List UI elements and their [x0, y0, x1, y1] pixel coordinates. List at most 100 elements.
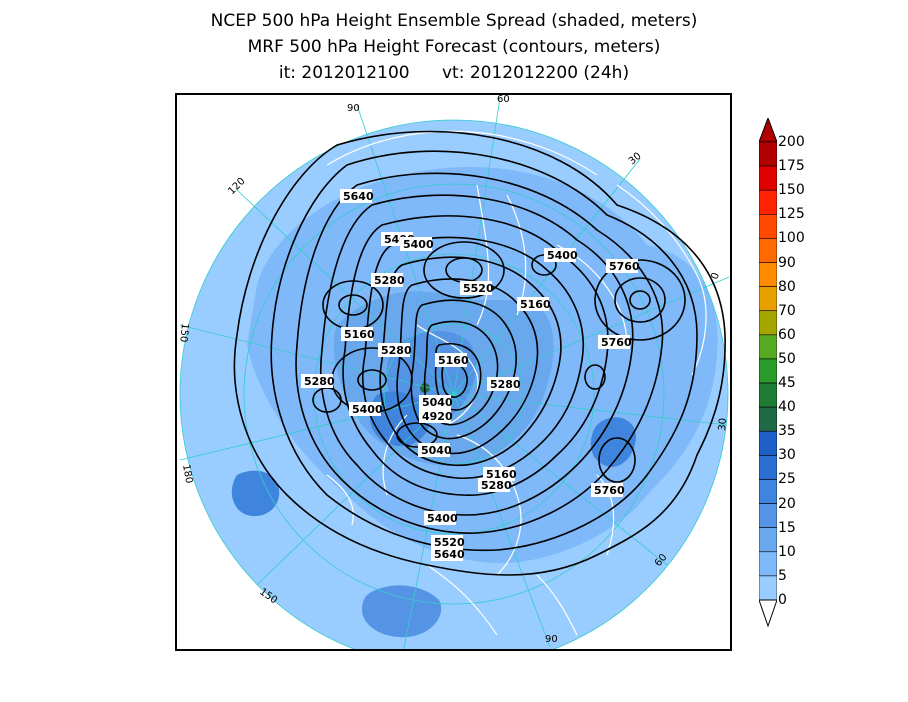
colorbar-swatch	[759, 286, 777, 312]
colorbar-tick-label: 200	[778, 134, 805, 150]
colorbar-swatch	[759, 503, 777, 528]
svg-text:5040: 5040	[421, 444, 452, 457]
colorbar-swatch	[759, 358, 777, 384]
colorbar-swatch	[759, 189, 777, 215]
lon-label: 30	[717, 418, 729, 432]
title-line-2: MRF 500 hPa Height Forecast (contours, m…	[247, 37, 661, 57]
lon-label: 120	[226, 176, 247, 197]
svg-text:5280: 5280	[481, 479, 512, 492]
contour-5100	[441, 361, 468, 398]
contour-5280	[410, 299, 517, 440]
title-line-3: it: 2012012100 vt: 2012012200 (24h)	[278, 63, 630, 83]
contour-label: 5280	[371, 273, 405, 287]
contour-label: 5280	[378, 343, 412, 357]
colorbar-swatch	[759, 238, 777, 263]
svg-text:5760: 5760	[601, 336, 632, 349]
low-east-mid	[614, 277, 666, 323]
lon-label: 60	[497, 95, 510, 105]
lon-label: 0	[709, 271, 722, 281]
colorbar-tick-label: 15	[778, 519, 796, 536]
svg-text:5160: 5160	[486, 468, 517, 481]
colorbar-tick-label: 80	[778, 278, 796, 295]
contour-labels: 5640 5400 5400 5280 5520 5400 5760 5160 …	[301, 189, 640, 561]
polar-map: 5640 5400 5400 5280 5520 5400 5760 5160 …	[177, 95, 730, 649]
svg-text:5400: 5400	[427, 512, 458, 525]
colorbar-tick-label: 125	[778, 206, 805, 223]
svg-text:5280: 5280	[374, 274, 405, 287]
contour-label: 5400	[424, 511, 458, 525]
height-contours	[233, 130, 726, 576]
lon-label: 180	[180, 464, 194, 485]
colorbar-tick-label: 90	[778, 254, 796, 271]
svg-text:5280: 5280	[381, 344, 412, 357]
colorbar-swatch	[759, 214, 777, 239]
svg-text:5400: 5400	[403, 238, 434, 251]
contour-label: 5760	[606, 259, 640, 273]
colorbar-tick-label: 40	[778, 399, 796, 416]
low-center	[396, 422, 438, 448]
contour-label: 5160	[517, 297, 551, 311]
colorbar-tick-label: 10	[778, 543, 796, 560]
low-southwest-inner	[357, 369, 387, 391]
contour-label: 5760	[591, 483, 625, 497]
contour-label: 4920	[419, 409, 453, 423]
colorbar-swatch	[759, 165, 777, 191]
colorbar-swatch	[759, 575, 777, 601]
svg-text:5280: 5280	[304, 375, 335, 388]
low-small-east	[584, 364, 606, 390]
colorbar-tick-label: 100	[778, 230, 805, 247]
contour-label: 5400	[400, 237, 434, 251]
title-line-1: NCEP 500 hPa Height Ensemble Spread (sha…	[210, 11, 698, 31]
contour-label: 5160	[435, 353, 469, 367]
colorbar-tick-label: 70	[778, 302, 796, 319]
low-east	[594, 259, 686, 341]
svg-text:5520: 5520	[434, 536, 465, 549]
svg-text:5160: 5160	[344, 328, 375, 341]
svg-text:5160: 5160	[438, 354, 469, 367]
contour-label: 5760	[598, 335, 632, 349]
contour-label: 5400	[544, 248, 578, 262]
svg-text:5640: 5640	[434, 548, 465, 561]
contour-label: 5160	[483, 467, 517, 481]
colorbar-tick-label: 60	[778, 326, 796, 343]
contour-5220	[423, 320, 499, 426]
low-se	[598, 437, 636, 483]
svg-text:5400: 5400	[352, 403, 383, 416]
contour-label: 5640	[340, 189, 374, 203]
svg-text:4920: 4920	[422, 410, 453, 423]
lon-label: 90	[545, 634, 558, 645]
spread-area-25-b	[590, 417, 636, 467]
colorbar-swatch	[759, 479, 777, 504]
contour-5700	[270, 150, 698, 552]
colorbar-tick-label: 175	[778, 158, 805, 175]
svg-text:5280: 5280	[490, 378, 521, 391]
spread-area-25-c	[231, 470, 280, 517]
lon-label: 150	[177, 323, 190, 343]
colorbar-tick-label: 0	[778, 592, 787, 608]
colorbar-tick-label: 5	[778, 567, 787, 584]
contour-label: 5280	[478, 478, 512, 492]
contour-label: 5160	[341, 327, 375, 341]
lon-label: 30	[627, 151, 644, 168]
colorbar-swatch	[759, 455, 777, 480]
contour-label: 5280	[487, 377, 521, 391]
colorbar-tick-label: 150	[778, 182, 805, 199]
low-east-inner	[629, 290, 651, 310]
contour-label: 5280	[301, 374, 335, 388]
svg-text:5760: 5760	[594, 484, 625, 497]
svg-text:5040: 5040	[422, 396, 453, 409]
colorbar-swatch	[759, 527, 777, 553]
colorbar-swatch	[759, 262, 777, 287]
contour-label: 5040	[418, 443, 452, 457]
svg-text:5520: 5520	[463, 282, 494, 295]
map-frame: 5640 5400 5400 5280 5520 5400 5760 5160 …	[175, 93, 732, 651]
svg-text:5400: 5400	[547, 249, 578, 262]
colorbar-tick-label: 50	[778, 350, 796, 367]
contour-5640	[295, 172, 664, 534]
colorbar-swatch	[759, 334, 777, 360]
contour-5400	[379, 256, 562, 467]
contour-5760-outer	[233, 130, 726, 576]
contour-5580	[319, 194, 634, 516]
svg-text:5640: 5640	[343, 190, 374, 203]
colorbar-tick-label: 35	[778, 423, 796, 440]
